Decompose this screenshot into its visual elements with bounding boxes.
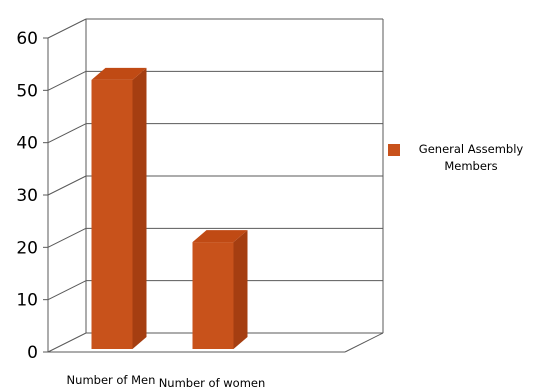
bar-side — [233, 230, 248, 349]
x-axis-labels: Number of Men Number of women — [67, 373, 266, 390]
gridline-connector — [47, 123, 87, 144]
y-tick-label: 20 — [16, 238, 38, 258]
bar-top — [91, 67, 147, 80]
y-tick-label: 10 — [16, 291, 38, 311]
bar-front — [192, 242, 234, 349]
bar-top — [192, 230, 248, 243]
y-tick-label: 50 — [16, 81, 38, 101]
y-axis-ticks: 0 10 20 30 40 50 60 — [16, 29, 48, 363]
gridline-connector — [47, 70, 87, 91]
bar-front — [91, 79, 133, 349]
y-tick-label: 30 — [16, 186, 38, 206]
x-category-label: Number of Men — [67, 373, 156, 387]
gridline-connector — [47, 227, 87, 248]
y-tick-label: 40 — [16, 134, 38, 154]
bar-side — [132, 67, 147, 349]
legend-swatch — [388, 144, 400, 156]
gridline-connector — [47, 332, 87, 353]
floor-right-edge — [344, 332, 384, 353]
bars — [91, 67, 248, 349]
legend-label: General Assembly Members — [418, 142, 524, 173]
gridline-connector — [47, 280, 87, 301]
legend: General Assembly Members — [388, 142, 538, 175]
gridline-connector — [47, 175, 87, 196]
x-category-label: Number of women — [159, 376, 266, 390]
y-tick-label: 0 — [27, 343, 38, 363]
y-tick-label: 60 — [16, 29, 38, 49]
gridline-connector — [47, 18, 87, 39]
